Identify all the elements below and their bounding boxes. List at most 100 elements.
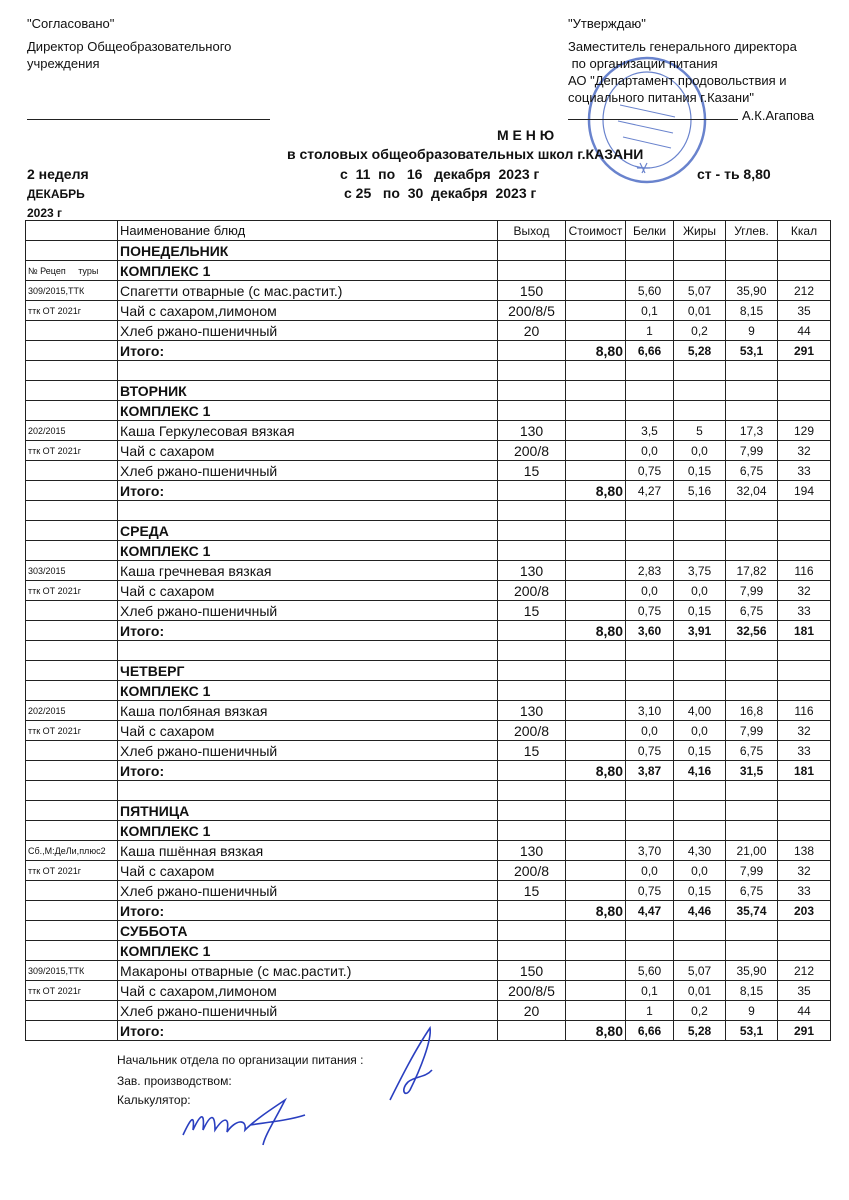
cell-protein: 0,0 <box>625 580 674 601</box>
cell-carbs: 8,15 <box>725 980 778 1001</box>
cell-protein <box>625 780 674 801</box>
cell-protein: 3,60 <box>625 620 674 641</box>
cell-yield <box>497 400 566 421</box>
cell-carbs: 32,56 <box>725 620 778 641</box>
cell-fat: 3,75 <box>673 560 726 581</box>
cell-fat: 5,07 <box>673 960 726 981</box>
cell-carbs: 17,82 <box>725 560 778 581</box>
cell-fat: 0,15 <box>673 460 726 481</box>
cell-carbs <box>725 240 778 261</box>
cell-protein: 5,60 <box>625 960 674 981</box>
cell-code: № Рецеп туры <box>25 260 118 281</box>
cell-yield <box>497 900 566 921</box>
cell-fat: 0,0 <box>673 720 726 741</box>
header-yield: Выход <box>497 220 566 241</box>
cell-carbs: 17,3 <box>725 420 778 441</box>
cell-cost <box>565 680 626 701</box>
cell-fat: 5,07 <box>673 280 726 301</box>
menu-item-row: ттк ОТ 2021г Чай с сахаром 200/8 0,0 0,0 7,99… <box>25 720 831 741</box>
cell-kcal: 116 <box>777 560 831 581</box>
cell-kcal: 194 <box>777 480 831 501</box>
cell-code <box>25 760 118 781</box>
cell-yield: 200/8/5 <box>497 980 566 1001</box>
cell-code: ттк ОТ 2021г <box>25 300 118 321</box>
cell-cost <box>565 280 626 301</box>
cell-code: ттк ОТ 2021г <box>25 980 118 1001</box>
cell-carbs: 32,04 <box>725 480 778 501</box>
cell-cost <box>565 420 626 441</box>
cell-name: Каша пшённая вязкая <box>117 840 498 861</box>
cell-code <box>25 800 118 821</box>
cell-name: Итого: <box>117 340 498 361</box>
cell-yield <box>497 920 566 941</box>
complex-row: КОМПЛЕКС 1 <box>25 400 831 421</box>
cell-code <box>25 680 118 701</box>
cell-protein: 2,83 <box>625 560 674 581</box>
cell-name: Хлеб ржано-пшеничный <box>117 740 498 761</box>
menu-item-row: Хлеб ржано-пшеничный 20 1 0,2 9 44 <box>25 320 831 341</box>
complex-row: КОМПЛЕКС 1 <box>25 680 831 701</box>
cell-fat <box>673 260 726 281</box>
cell-cost: 8,80 <box>565 480 626 501</box>
cell-name: КОМПЛЕКС 1 <box>117 400 498 421</box>
cell-kcal: 35 <box>777 980 831 1001</box>
cell-carbs: 21,00 <box>725 840 778 861</box>
cell-cost <box>565 960 626 981</box>
cell-carbs: 53,1 <box>725 1020 778 1041</box>
cell-fat: 5,28 <box>673 340 726 361</box>
cell-code <box>25 920 118 941</box>
cell-fat: 5,16 <box>673 480 726 501</box>
cell-yield <box>497 240 566 261</box>
cell-fat <box>673 920 726 941</box>
cell-yield: 15 <box>497 880 566 901</box>
cell-protein <box>625 680 674 701</box>
cell-name <box>117 360 498 381</box>
total-row: Итого: 8,80 3,60 3,91 32,56 181 <box>25 620 831 641</box>
cell-fat: 3,91 <box>673 620 726 641</box>
footer-head-of-catering: Начальник отдела по организации питания … <box>117 1053 364 1067</box>
approver-position-3: АО "Департамент продовольствия и <box>568 73 787 88</box>
cell-fat: 0,15 <box>673 600 726 621</box>
cell-protein: 0,75 <box>625 600 674 621</box>
menu-item-row: Хлеб ржано-пшеничный 20 1 0,2 9 44 <box>25 1000 831 1021</box>
cell-protein: 0,0 <box>625 860 674 881</box>
day-row: ВТОРНИК <box>25 380 831 401</box>
cell-code <box>25 240 118 261</box>
cell-protein: 6,66 <box>625 1020 674 1041</box>
cell-yield: 130 <box>497 420 566 441</box>
cell-protein: 1 <box>625 320 674 341</box>
cell-protein <box>625 800 674 821</box>
cell-cost <box>565 600 626 621</box>
total-row: Итого: 8,80 4,47 4,46 35,74 203 <box>25 900 831 921</box>
cell-carbs: 16,8 <box>725 700 778 721</box>
cell-name: Хлеб ржано-пшеничный <box>117 460 498 481</box>
cell-protein: 3,5 <box>625 420 674 441</box>
header-cost: Стоимост <box>565 220 626 241</box>
cell-fat: 4,30 <box>673 840 726 861</box>
complex-row: КОМПЛЕКС 1 <box>25 820 831 841</box>
cell-yield <box>497 480 566 501</box>
cell-kcal: 35 <box>777 300 831 321</box>
cell-code: 202/2015 <box>25 420 118 441</box>
approver-position-4: социального питания г.Казани" <box>568 90 754 105</box>
cell-yield <box>497 500 566 521</box>
cell-carbs: 7,99 <box>725 720 778 741</box>
cell-code <box>25 460 118 481</box>
cell-yield: 200/8/5 <box>497 300 566 321</box>
cell-yield <box>497 620 566 641</box>
cell-kcal <box>777 920 831 941</box>
cell-protein <box>625 820 674 841</box>
day-row: СРЕДА <box>25 520 831 541</box>
cell-cost <box>565 1000 626 1021</box>
signature-line-left <box>27 119 270 120</box>
total-row: Итого: 8,80 3,87 4,16 31,5 181 <box>25 760 831 781</box>
cell-carbs <box>725 920 778 941</box>
cell-carbs: 6,75 <box>725 460 778 481</box>
cell-code <box>25 320 118 341</box>
cell-kcal: 33 <box>777 460 831 481</box>
day-row: ПОНЕДЕЛЬНИК <box>25 240 831 261</box>
cell-carbs: 35,90 <box>725 280 778 301</box>
cell-fat <box>673 520 726 541</box>
cell-kcal <box>777 800 831 821</box>
cell-protein: 3,87 <box>625 760 674 781</box>
